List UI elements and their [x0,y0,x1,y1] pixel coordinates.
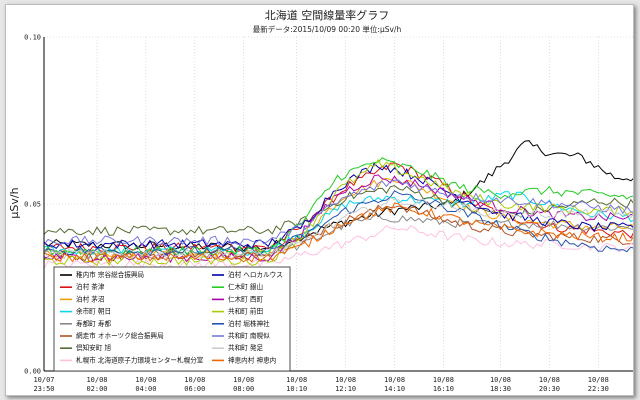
legend-entry-label: 共和町 前田 [228,307,263,316]
legend-entry-label: 泊村 ヘロカルウス [228,270,283,279]
legend-entry-label: 仁木町 西町 [228,294,263,303]
chart-title: 北海道 空間線量率グラフ [265,8,390,22]
y-tick-label: 0.00 [24,368,41,376]
y-tick-label: 0.10 [24,34,41,42]
legend-entry-label: 網走市 オホーツク総合振興局 [76,331,164,340]
legend-entry-label: 寿都町 寿都 [76,319,111,328]
x-tick-label: 10/08 [588,376,609,384]
radiation-dose-line-chart: 北海道 空間線量率グラフ 最新データ:2015/10/09 00:20 単位:μ… [8,8,633,393]
y-axis-label: μSv/h [8,187,21,218]
x-tick-label: 10/08 [184,376,205,384]
x-tick-label: 10/08 [433,376,454,384]
legend-entry-label: 泊村 茅沼 [76,294,105,303]
x-tick-label: 06:00 [184,385,205,393]
x-tick-label: 18:30 [490,385,511,393]
legend-entry-label: 倶知安町 旭 [76,343,111,352]
x-tick-label: 08:00 [233,385,254,393]
legend-entry-label: 共和町 発足 [228,343,263,352]
legend-entry-label: 神恵内村 神恵内 [228,355,276,364]
x-tick-label: 10/08 [539,376,560,384]
chart-subtitle: 最新データ:2015/10/09 00:20 単位:μSv/h [253,24,402,34]
x-tick-label: 10/08 [384,376,405,384]
legend-box [53,266,291,372]
series-line-7 [43,185,633,236]
x-tick-label: 10/08 [335,376,356,384]
series-line-16 [43,202,633,264]
legend-entry-label: 稚内市 宗谷総合振興局 [76,270,144,279]
x-tick-label: 10/08 [86,376,107,384]
x-tick-label: 10/07 [33,376,54,384]
series-line-1 [43,140,633,252]
series-line-15 [43,196,633,260]
legend-entry-label: 泊村 茶津 [76,282,105,291]
legend-entry-label: 札幌市 北海道原子力環境センター札幌分室 [76,355,204,364]
x-tick-label: 10/08 [233,376,254,384]
chart-panel: 北海道 空間線量率グラフ 最新データ:2015/10/09 00:20 単位:μ… [5,4,634,396]
x-tick-label: 10:10 [286,385,307,393]
x-tick-label: 23:50 [33,385,54,393]
x-tick-label: 16:10 [433,385,454,393]
x-tick-label: 22:30 [588,385,609,393]
x-tick-label: 12:10 [335,385,356,393]
legend-entry-label: 余市町 朝日 [76,307,111,316]
legend-entry-label: 泊村 堀株神社 [228,319,270,328]
legend-entry-label: 仁木町 銀山 [228,282,263,291]
series-line-6 [43,204,633,262]
series-line-14 [43,179,633,247]
x-tick-label: 14:10 [384,385,405,393]
x-tick-label: 10/08 [286,376,307,384]
x-tick-label: 20:30 [539,385,560,393]
x-tick-label: 10/08 [490,376,511,384]
x-tick-label: 02:00 [86,385,107,393]
x-tick-label: 10/08 [135,376,156,384]
legend-entry-label: 共和町 南幌似 [228,331,270,340]
y-tick-label: 0.05 [24,201,41,209]
x-tick-label: 04:00 [135,385,156,393]
